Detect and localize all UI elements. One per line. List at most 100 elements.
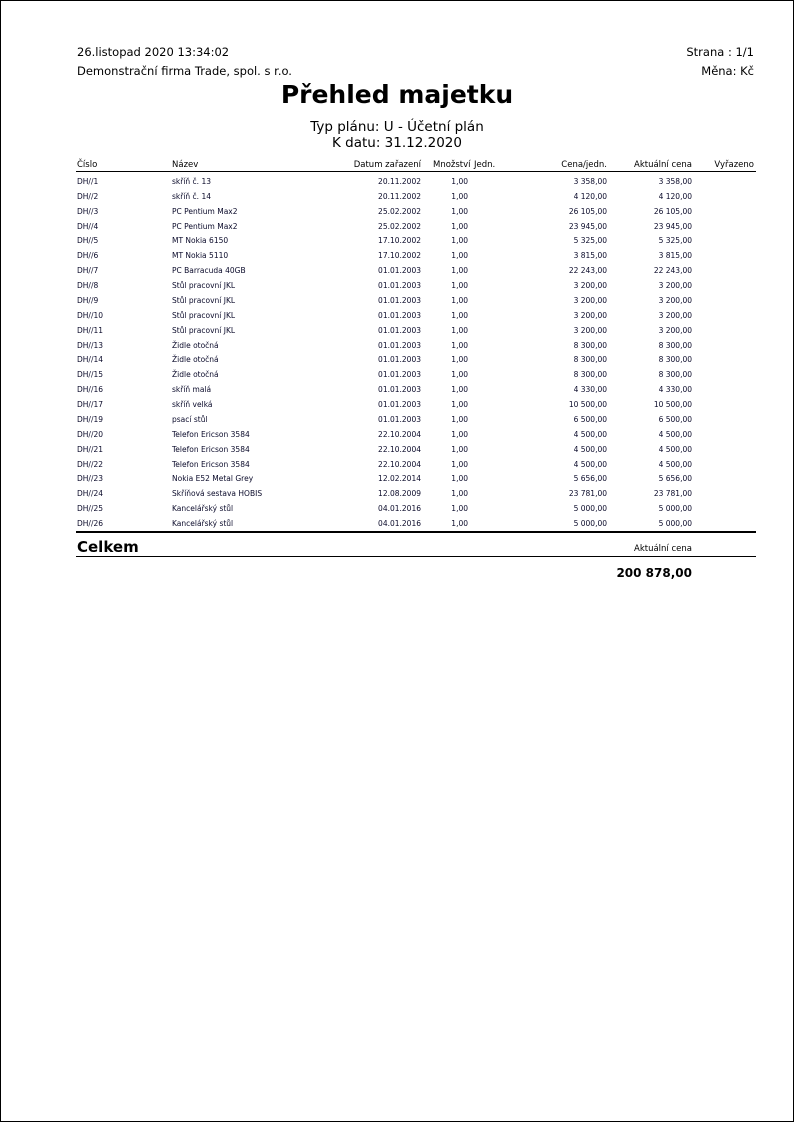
table-row: DH//24 Skříňová sestava HOBIS 12.08.2009 1,… (0, 489, 794, 504)
asset-unit-price: 4 500,00 (573, 444, 607, 454)
asset-current-price: 23 781,00 (653, 489, 692, 499)
asset-name: skříň velká (172, 400, 213, 410)
asset-qty: 1,00 (451, 191, 468, 201)
asset-qty: 1,00 (451, 251, 468, 261)
table-row: DH//8 Stůl pracovní JKL 01.01.2003 1,00 3 20… (0, 281, 794, 296)
column-header-qty: Množství (433, 160, 471, 170)
asset-unit-price: 3 200,00 (573, 295, 607, 305)
asset-date: 01.01.2003 (378, 385, 421, 395)
column-header-retired: Vyřazeno (714, 160, 754, 170)
column-header-number: Číslo (77, 160, 98, 170)
asset-qty: 1,00 (451, 504, 468, 514)
as-of-date: K datu: 31.12.2020 (332, 135, 462, 151)
asset-current-price: 5 325,00 (658, 236, 692, 246)
asset-date: 01.01.2003 (378, 266, 421, 276)
asset-current-price: 8 300,00 (658, 355, 692, 365)
asset-unit-price: 3 815,00 (573, 251, 607, 261)
asset-current-price: 3 200,00 (658, 310, 692, 320)
header-divider (76, 171, 756, 172)
asset-unit-price: 4 120,00 (573, 191, 607, 201)
asset-name: skříň č. 14 (172, 191, 211, 201)
asset-date: 22.10.2004 (378, 459, 421, 469)
asset-number: DH//14 (77, 355, 104, 365)
table-row: DH//13 Židle otočná 01.01.2003 1,00 8 300,00… (0, 341, 794, 356)
asset-current-price: 6 500,00 (658, 414, 692, 424)
table-row: DH//4 PC Pentium Max2 25.02.2002 1,00 23 945… (0, 222, 794, 237)
asset-name: Stůl pracovní JKL (172, 295, 236, 305)
asset-unit-price: 3 200,00 (573, 325, 607, 335)
asset-number: DH//5 (77, 236, 99, 246)
asset-name: Stůl pracovní JKL (172, 310, 236, 320)
asset-unit-price: 6 500,00 (573, 414, 607, 424)
table-row: DH//26 Kancelářský stůl 04.01.2016 1,00 5 00… (0, 519, 794, 534)
asset-name: Kancelářský stůl (172, 519, 234, 528)
asset-current-price: 5 000,00 (658, 519, 692, 528)
asset-number: DH//9 (77, 295, 99, 305)
asset-date: 04.01.2016 (378, 519, 421, 528)
asset-name: Stůl pracovní JKL (172, 281, 236, 291)
asset-number: DH//6 (77, 251, 99, 261)
asset-current-price: 5 656,00 (658, 474, 692, 484)
asset-date: 25.02.2002 (378, 221, 421, 231)
asset-name: Telefon Ericson 3584 (172, 459, 250, 469)
asset-qty: 1,00 (451, 281, 468, 291)
asset-qty: 1,00 (451, 459, 468, 469)
asset-number: DH//23 (77, 474, 104, 484)
asset-name: Židle otočná (172, 340, 219, 350)
asset-qty: 1,00 (451, 221, 468, 231)
table-row: DH//2 skříň č. 14 20.11.2002 1,00 4 120,00 4 … (0, 192, 794, 207)
asset-unit-price: 8 300,00 (573, 355, 607, 365)
column-header-current-price: Aktuální cena (634, 160, 692, 170)
table-row: DH//25 Kancelářský stůl 04.01.2016 1,00 5 00… (0, 504, 794, 519)
asset-current-price: 10 500,00 (653, 400, 692, 410)
asset-number: DH//4 (77, 221, 99, 231)
asset-date: 01.01.2003 (378, 414, 421, 424)
asset-name: Nokia E52 Metal Grey (172, 474, 254, 484)
asset-date: 01.01.2003 (378, 400, 421, 410)
asset-unit-price: 5 656,00 (573, 474, 607, 484)
table-row: DH//21 Telefon Ericson 3584 22.10.2004 1,00… (0, 445, 794, 460)
table-row: DH//7 PC Barracuda 40GB 01.01.2003 1,00 22 2… (0, 266, 794, 281)
asset-number: DH//8 (77, 281, 99, 291)
asset-unit-price: 22 243,00 (568, 266, 607, 276)
plan-type: Typ plánu: U - Účetní plán (310, 119, 484, 135)
asset-number: DH//20 (77, 429, 104, 439)
asset-date: 01.01.2003 (378, 370, 421, 380)
asset-number: DH//13 (77, 340, 104, 350)
asset-number: DH//24 (77, 489, 104, 499)
asset-current-price: 4 330,00 (658, 385, 692, 395)
asset-name: skříň č. 13 (172, 177, 211, 186)
asset-unit-price: 5 000,00 (573, 519, 607, 528)
asset-number: DH//7 (77, 266, 99, 276)
asset-qty: 1,00 (451, 177, 468, 186)
column-header-unit-price: Cena/jedn. (561, 160, 607, 170)
asset-date: 25.02.2002 (378, 206, 421, 216)
asset-name: Telefon Ericson 3584 (172, 444, 250, 454)
asset-unit-price: 23 945,00 (568, 221, 607, 231)
asset-name: MT Nokia 6150 (172, 236, 229, 246)
total-value: 200 878,00 (616, 566, 692, 580)
asset-unit-price: 10 500,00 (568, 400, 607, 410)
table-row: DH//5 MT Nokia 6150 17.10.2002 1,00 5 325,00… (0, 236, 794, 251)
asset-current-price: 3 200,00 (658, 281, 692, 291)
asset-current-price: 8 300,00 (658, 370, 692, 380)
asset-date: 01.01.2003 (378, 325, 421, 335)
table-row: DH//19 psací stůl 01.01.2003 1,00 6 500,00 6 … (0, 415, 794, 430)
currency: Měna: Kč (701, 64, 754, 78)
asset-name: MT Nokia 5110 (172, 251, 229, 261)
asset-current-price: 4 500,00 (658, 459, 692, 469)
asset-name: Stůl pracovní JKL (172, 325, 236, 335)
asset-date: 20.11.2002 (378, 177, 421, 186)
asset-number: DH//2 (77, 191, 99, 201)
asset-unit-price: 4 330,00 (573, 385, 607, 395)
table-row: DH//22 Telefon Ericson 3584 22.10.2004 1,00… (0, 460, 794, 475)
table-row: DH//11 Stůl pracovní JKL 01.01.2003 1,00 3 2… (0, 326, 794, 341)
page-number: Strana : 1/1 (686, 45, 754, 59)
asset-unit-price: 23 781,00 (568, 489, 607, 499)
table-row: DH//1 skříň č. 13 20.11.2002 1,00 3 358,00 3 … (0, 177, 794, 192)
asset-date: 01.01.2003 (378, 295, 421, 305)
asset-qty: 1,00 (451, 519, 468, 528)
asset-qty: 1,00 (451, 206, 468, 216)
asset-current-price: 23 945,00 (653, 221, 692, 231)
asset-qty: 1,00 (451, 236, 468, 246)
